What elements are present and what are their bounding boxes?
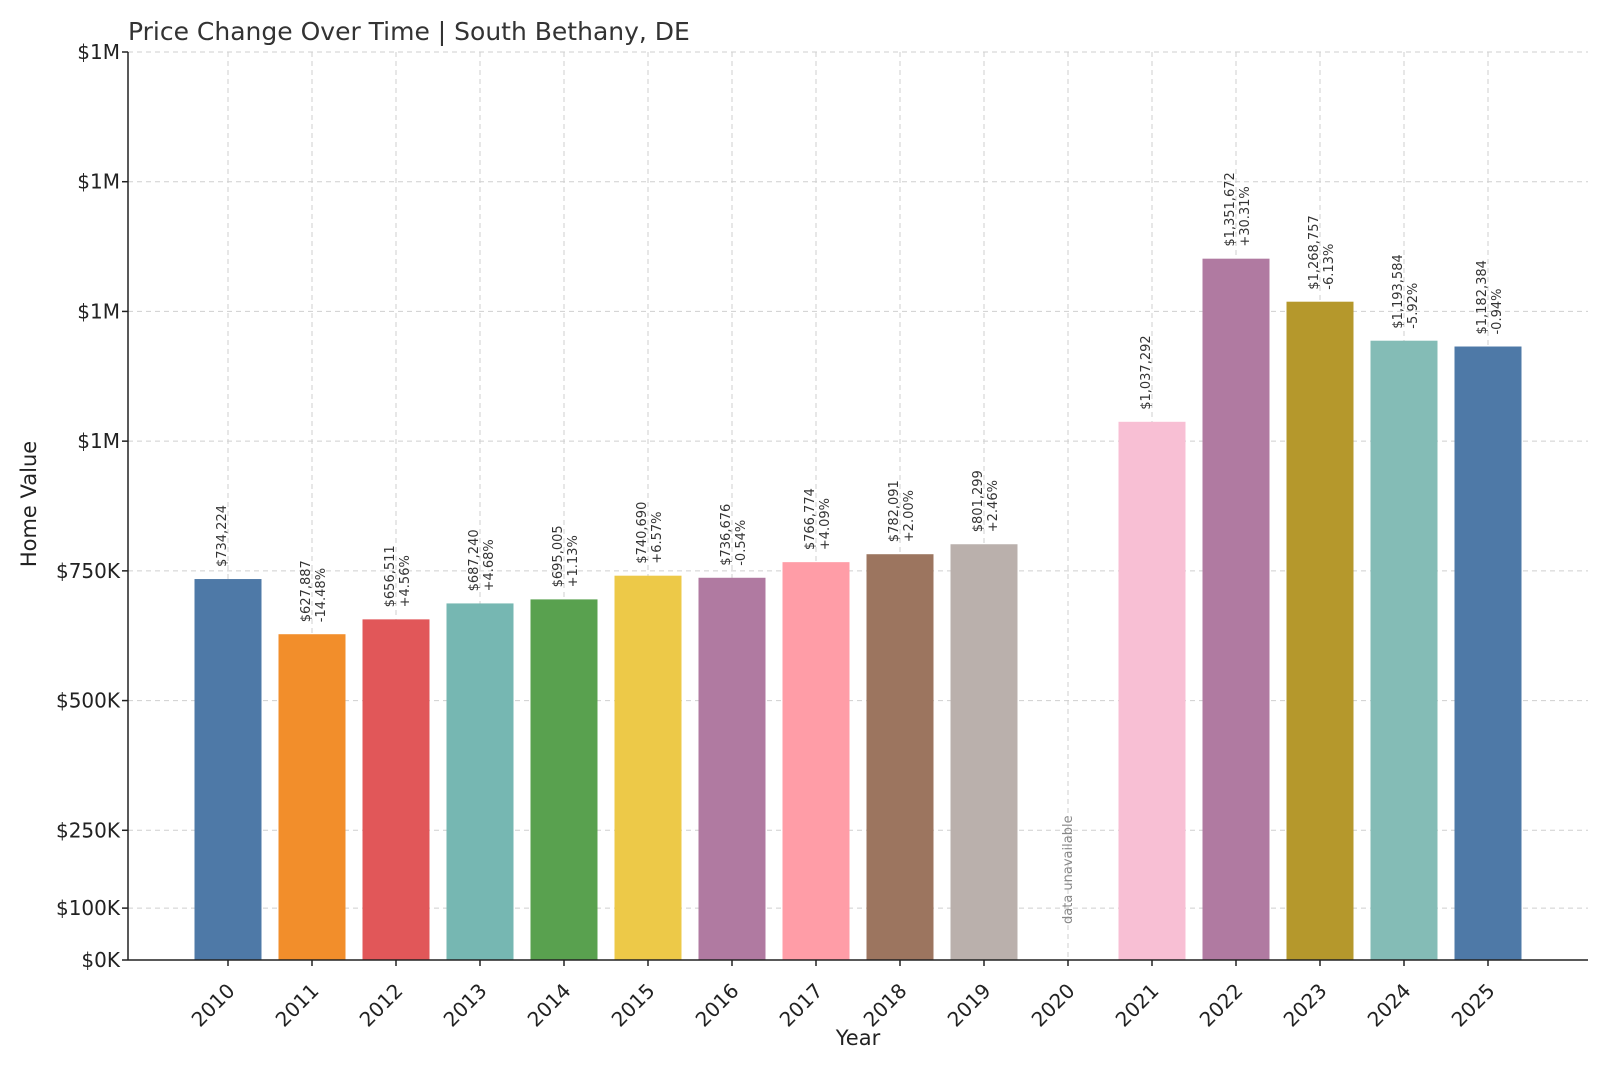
bar-value-label: $766,774 (803, 488, 818, 550)
x-tick-label: 2010 (187, 979, 240, 1032)
x-tick-label: 2019 (943, 979, 996, 1032)
x-tick-label: 2015 (607, 979, 660, 1032)
bar (362, 619, 430, 960)
x-tick-label: 2018 (859, 979, 912, 1032)
y-axis-label: Home Value (17, 441, 41, 567)
bar-change-label: +4.09% (818, 498, 833, 550)
bar-change-label: -6.13% (1322, 244, 1337, 290)
bar-change-label: -0.54% (734, 520, 749, 566)
bar (194, 579, 262, 960)
x-tick-label: 2016 (691, 979, 744, 1032)
grid-layer (128, 51, 1588, 960)
y-tick-label: $100K (56, 896, 121, 920)
x-tick-label: 2011 (271, 979, 324, 1032)
y-tick-label: $1M (77, 170, 120, 194)
bar (698, 577, 766, 960)
bar-change-label: +4.56% (398, 555, 413, 607)
x-tick-label: 2025 (1447, 979, 1500, 1032)
bar-value-label: $782,091 (887, 480, 902, 542)
bar-value-label: $801,299 (971, 470, 986, 532)
bar (1286, 301, 1354, 960)
bar-change-label: +1.13% (566, 535, 581, 587)
x-tick-label: 2022 (1195, 979, 1248, 1032)
x-tick-label: 2017 (775, 979, 828, 1032)
bar-change-label: -14.48% (314, 568, 329, 622)
y-tick-label: $250K (56, 818, 121, 842)
y-tick-label: $0K (81, 948, 120, 972)
chart-title: Price Change Over Time | South Bethany, … (128, 17, 690, 46)
bar-value-label: $740,690 (635, 502, 650, 564)
bar-value-label: $1,182,384 (1475, 260, 1490, 334)
bar-change-label: +30.31% (1238, 186, 1253, 246)
bar-change-label: -0.94% (1490, 289, 1505, 335)
bar-value-label: $736,676 (719, 504, 734, 566)
bar (1202, 258, 1270, 961)
x-tick-label: 2012 (355, 979, 408, 1032)
bar (950, 544, 1018, 960)
x-tick-label: 2020 (1027, 979, 1080, 1032)
x-tick-label: 2021 (1111, 979, 1164, 1032)
bar-value-label: $687,240 (467, 529, 482, 591)
bar-value-label: $1,037,292 (1139, 335, 1154, 409)
bar (530, 599, 598, 960)
bar-change-label: +2.46% (986, 480, 1001, 532)
y-tick-label: $1M (77, 40, 120, 64)
y-tick-label: $1M (77, 429, 120, 453)
y-tick-label: $750K (56, 559, 121, 583)
x-tick-label: 2024 (1363, 979, 1416, 1032)
bar (1370, 340, 1438, 960)
x-axis-label: Year (835, 1026, 881, 1050)
bar-change-label: +6.57% (650, 511, 665, 563)
bar (614, 575, 682, 960)
bar-value-label: $656,511 (383, 545, 398, 607)
x-tick-label: 2023 (1279, 979, 1332, 1032)
bar (866, 554, 934, 960)
bar-value-label: $695,005 (551, 525, 566, 587)
bar-change-label: +2.00% (902, 490, 917, 542)
bar-change-label: +4.68% (482, 539, 497, 591)
y-tick-label: $500K (56, 689, 121, 713)
label-layer: $734,224 $627,887 -14.48% $656,511 +4.56% $68… (215, 172, 1505, 924)
bar (1454, 346, 1522, 961)
bar-value-label: $1,351,672 (1223, 172, 1238, 246)
bar-value-label: $1,268,757 (1307, 215, 1322, 289)
x-tick-label: 2014 (523, 979, 576, 1032)
bar (446, 603, 514, 960)
y-tick-label: $1M (77, 299, 120, 323)
bar-value-label: $1,193,584 (1391, 254, 1406, 328)
data-unavailable-label: data unavailable (1061, 815, 1076, 924)
x-tick-label: 2013 (439, 979, 492, 1032)
bar-change-label: -5.92% (1406, 283, 1421, 329)
bar-layer (194, 258, 1522, 961)
bar-value-label: $627,887 (299, 560, 314, 622)
bar (278, 634, 346, 960)
bar-value-label: $734,224 (215, 505, 230, 567)
bar (782, 562, 850, 960)
bar (1118, 421, 1186, 960)
